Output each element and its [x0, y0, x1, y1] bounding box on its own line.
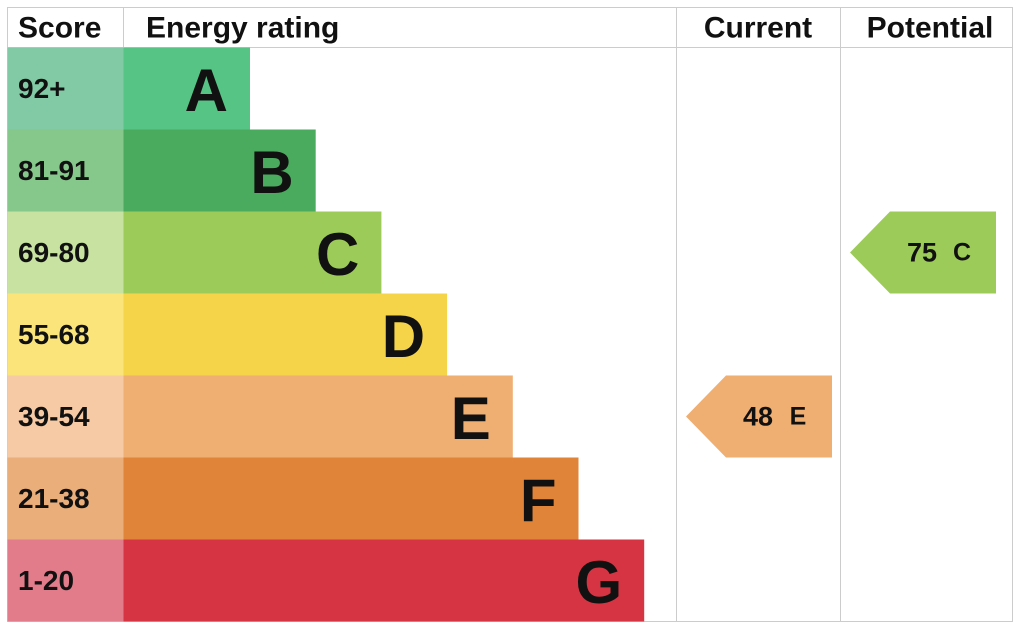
score-label: 92+ — [18, 73, 66, 104]
score-cell — [7, 129, 124, 212]
score-cell — [7, 211, 124, 294]
rating-letter: F — [520, 467, 557, 534]
score-cell — [7, 293, 124, 376]
rating-letter: E — [451, 385, 491, 452]
current-value: 48 — [743, 402, 773, 432]
rating-letter: B — [250, 139, 293, 206]
potential-letter: C — [953, 239, 971, 267]
score-cell — [7, 539, 124, 622]
score-label: 81-91 — [18, 155, 90, 186]
current-letter: E — [790, 403, 807, 431]
potential-arrow — [850, 211, 996, 294]
score-cell — [7, 457, 124, 540]
rating-bar — [123, 375, 513, 458]
rating-bar — [123, 457, 579, 540]
rating-letter: A — [185, 57, 228, 124]
rating-letter: G — [576, 549, 623, 616]
header-potential: Potential — [867, 12, 994, 45]
header-rating: Energy rating — [146, 12, 339, 45]
score-label: 69-80 — [18, 237, 90, 268]
rating-bar — [123, 211, 382, 294]
score-label: 55-68 — [18, 319, 90, 350]
header-score: Score — [18, 12, 101, 45]
score-label: 21-38 — [18, 483, 90, 514]
header-current: Current — [704, 12, 812, 45]
rating-bar — [123, 47, 250, 130]
rating-bar — [123, 539, 645, 622]
rating-bar — [123, 129, 316, 212]
rating-letter: C — [316, 221, 359, 288]
score-cell — [7, 47, 124, 130]
score-label: 39-54 — [18, 401, 90, 432]
score-label: 1-20 — [18, 565, 74, 596]
rating-bar — [123, 293, 448, 376]
score-cell — [7, 375, 124, 458]
rating-letter: D — [382, 303, 425, 370]
current-arrow — [686, 375, 832, 458]
potential-value: 75 — [907, 238, 937, 268]
